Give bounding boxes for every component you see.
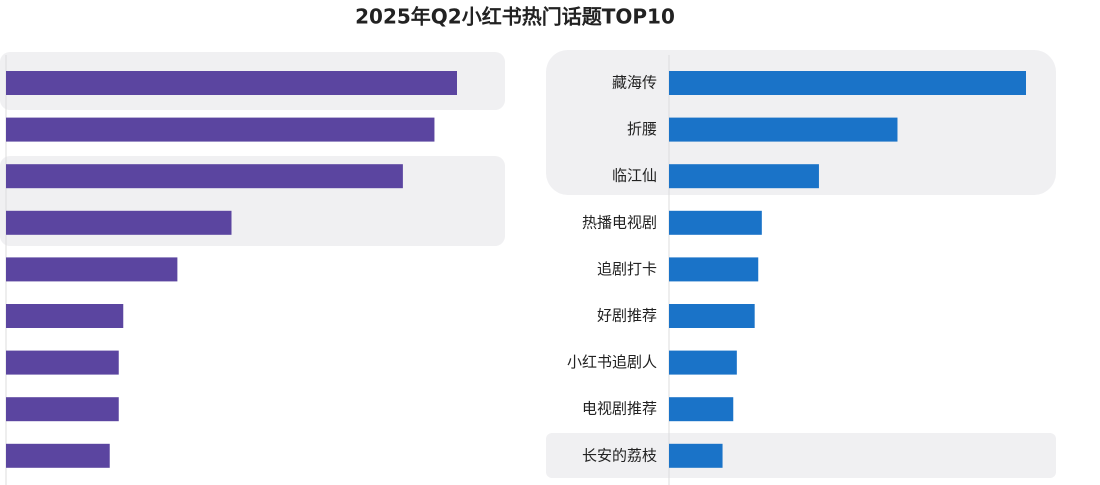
bar [669,210,762,235]
bar [669,443,723,468]
bar [6,117,435,142]
bar [669,304,755,328]
bar [669,71,1026,95]
bar [6,350,119,375]
chart-title: 2025年Q2小红书热门话题TOP10 [355,5,675,29]
category-label: 折腰 [627,120,657,138]
bar [6,71,457,95]
bar [669,397,734,422]
bar [669,257,759,282]
category-label: 小红书追剧人 [567,353,657,371]
bar [669,117,898,142]
bar [6,443,110,468]
category-label: 追剧打卡 [597,260,657,278]
category-label: 藏海传 [612,74,657,92]
bar [6,210,232,235]
bar [669,164,819,189]
bar [6,304,124,328]
category-label: 临江仙 [612,167,657,185]
bar [669,350,737,375]
category-label: 电视剧推荐 [582,400,657,418]
bar [6,164,403,189]
bar [6,257,178,282]
bar [6,397,119,422]
category-label: 好剧推荐 [597,307,657,325]
category-label: 热播电视剧 [582,213,657,231]
category-label: 长安的荔枝 [582,446,657,464]
